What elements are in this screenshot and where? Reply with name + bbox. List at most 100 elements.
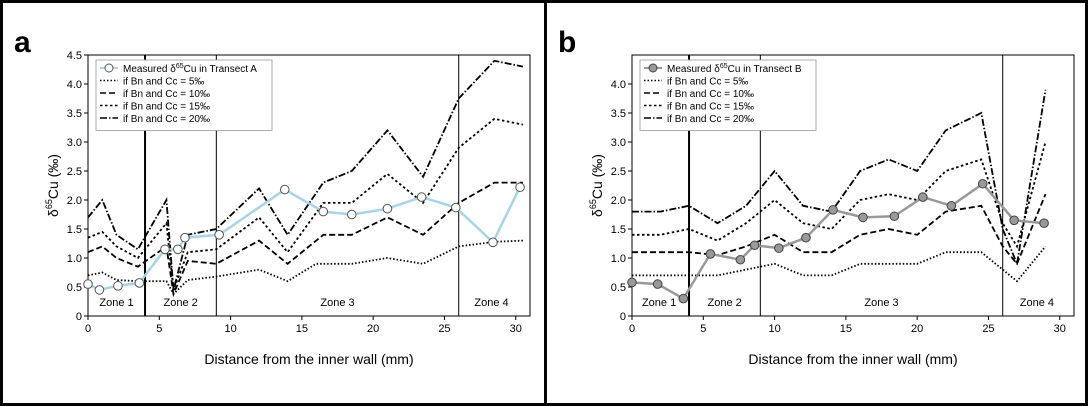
measured-data-point: [1009, 215, 1019, 226]
legend-entry: if Bn and Cc = 20‰: [123, 114, 210, 125]
measured-data-point: [828, 205, 838, 215]
y-tick-label: 0: [620, 311, 626, 323]
legend-entry-pre: Measured δ: [667, 64, 720, 75]
legend-entry: if Bn and Cc = 5‰: [667, 77, 748, 88]
legend-entry-pre: Measured δ: [123, 64, 176, 75]
panel-label: a: [14, 26, 31, 59]
x-axis-label: Distance from the inner wall (mm): [748, 351, 957, 367]
y-tick-label: 2.0: [67, 195, 82, 207]
legend-swatch-marker: [648, 63, 658, 73]
x-tick-label: 25: [438, 323, 450, 335]
y-axis-label: δ65Cu (‰): [44, 154, 61, 217]
y-tick-label: 2.5: [67, 166, 82, 178]
x-tick-label: 30: [1054, 323, 1066, 335]
y-axis-label-sup: 65: [588, 199, 598, 209]
zone-label: Zone 2: [164, 297, 198, 309]
legend-entry: if Bn and Cc = 5‰: [123, 77, 204, 88]
measured-data-point: [627, 277, 637, 288]
legend-entry-post: Cu in Transect A: [184, 64, 258, 75]
measured-data-point: [1039, 218, 1049, 228]
y-tick-label: 2.5: [611, 166, 626, 178]
x-tick-label: 5: [156, 323, 162, 335]
plot-area: [631, 54, 1075, 317]
legend-entry: if Bn and Cc = 10‰: [667, 89, 754, 100]
y-tick-label: 1.0: [611, 253, 626, 265]
x-tick-label: 25: [982, 323, 994, 335]
measured-series-line: [87, 186, 522, 292]
measured-data-point: [918, 192, 928, 202]
x-tick-label: 0: [629, 323, 635, 335]
y-axis-label-prefix: δ: [45, 209, 61, 217]
panel-divider: [544, 0, 547, 406]
measured-data-point: [134, 278, 145, 288]
legend-entry: Measured δ65Cu in Transect B: [667, 63, 802, 75]
measured-data-point: [94, 285, 105, 295]
x-tick-label: 5: [700, 323, 706, 335]
measured-data-point: [382, 203, 393, 214]
legend-entry: if Bn and Cc = 20‰: [667, 114, 754, 125]
measured-data-point: [346, 209, 357, 220]
panel-b-chart: b 0 0.5 1.0 1.5 2.0 2.5 3.0 3.5 4.0 0 5 10 15 20 25 30 Di…: [558, 26, 1075, 367]
measured-data-point: [946, 201, 957, 211]
x-tick-label: 15: [840, 323, 852, 335]
legend-box: [95, 59, 273, 131]
legend-swatch-marker: [104, 63, 114, 73]
measured-series-line: [631, 182, 1045, 301]
measured-data-point: [318, 206, 329, 217]
measured-data-point: [279, 184, 290, 195]
measured-data-point: [515, 182, 525, 193]
y-axis-label-suffix: Cu (‰): [589, 154, 605, 199]
y-tick-label: 0.5: [611, 282, 626, 294]
measured-data-point: [160, 244, 170, 255]
measured-data-point: [858, 212, 868, 223]
measured-data-point: [488, 237, 498, 248]
measured-data-point: [416, 192, 427, 202]
y-tick-label: 3.5: [611, 108, 626, 120]
zone-label: Zone 4: [474, 297, 508, 309]
model-series-line: [87, 59, 524, 291]
x-tick-label: 10: [224, 323, 236, 335]
y-tick-label: 2.0: [611, 195, 626, 207]
model-series-line: [632, 89, 1047, 268]
measured-data-point: [801, 232, 811, 243]
zone-label: Zone 2: [708, 297, 742, 309]
y-axis-label-suffix: Cu (‰): [45, 154, 61, 199]
legend-entry-sup: 65: [720, 63, 728, 70]
measured-data-point: [705, 249, 716, 259]
model-series-line: [87, 181, 523, 298]
measured-data-point: [83, 279, 93, 289]
x-tick-label: 10: [768, 323, 780, 335]
x-tick-label: 20: [367, 323, 379, 335]
plot-area: [87, 54, 531, 317]
x-tick-label: 30: [510, 323, 522, 335]
measured-data-point: [180, 232, 190, 243]
panel-label: b: [558, 26, 576, 59]
legend-entry: if Bn and Cc = 15‰: [123, 102, 210, 113]
legend-entry-sup: 65: [176, 63, 184, 70]
y-tick-label: 1.5: [67, 224, 82, 236]
measured-data-point: [652, 279, 663, 289]
x-tick-label: 20: [911, 323, 923, 335]
legend-entry: if Bn and Cc = 10‰: [123, 89, 210, 100]
zone-label: Zone 3: [864, 297, 898, 309]
measured-data-point: [889, 211, 900, 222]
y-axis-label: δ65Cu (‰): [588, 154, 605, 217]
model-series-line: [632, 141, 1047, 249]
zone-label: Zone 3: [320, 297, 354, 309]
y-tick-label: 4.5: [67, 50, 82, 62]
y-tick-label: 4.0: [67, 79, 82, 91]
zone-label: Zone 1: [99, 297, 133, 309]
y-tick-label: 1.5: [611, 224, 626, 236]
y-tick-label: 3.0: [611, 137, 626, 149]
x-tick-label: 15: [296, 323, 308, 335]
y-tick-label: 1.0: [67, 253, 82, 265]
legend-entry-post: Cu in Transect B: [728, 64, 802, 75]
model-series-line: [87, 239, 523, 296]
measured-data-point: [113, 281, 123, 291]
model-series-line: [632, 245, 1047, 283]
measured-data-point: [735, 254, 746, 265]
y-tick-label: 3.5: [67, 108, 82, 120]
y-tick-label: 4.0: [611, 79, 626, 91]
zone-label: Zone 1: [642, 297, 676, 309]
measured-data-point: [774, 243, 784, 253]
